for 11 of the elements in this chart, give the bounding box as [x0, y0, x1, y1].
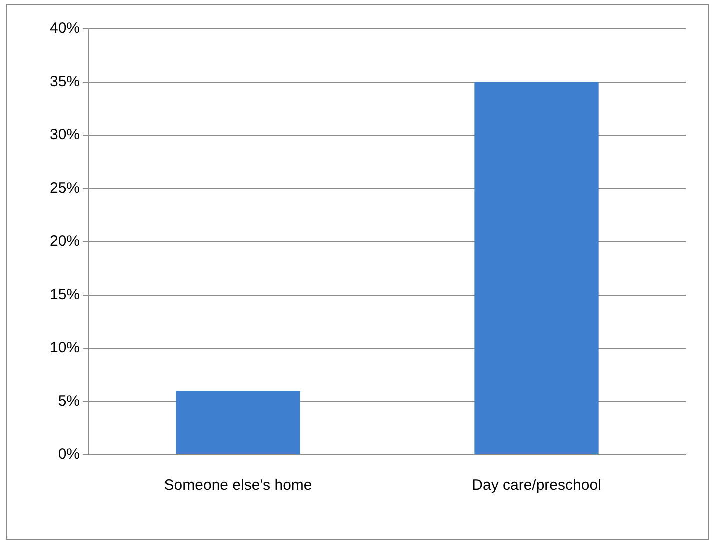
- y-tick-label: 15%: [50, 286, 80, 304]
- y-tick-label: 0%: [58, 446, 80, 464]
- x-tick-label: Someone else's home: [164, 477, 312, 494]
- y-tick-label: 30%: [50, 126, 80, 144]
- y-tick-label: 5%: [58, 392, 80, 410]
- y-tick-label: 20%: [50, 233, 80, 250]
- y-tick-label: 25%: [50, 180, 80, 197]
- y-tick-label: 10%: [50, 340, 80, 357]
- x-tick-label: Day care/preschool: [472, 477, 602, 494]
- y-tick-label: 40%: [50, 20, 80, 38]
- y-tick-label: 35%: [50, 73, 80, 90]
